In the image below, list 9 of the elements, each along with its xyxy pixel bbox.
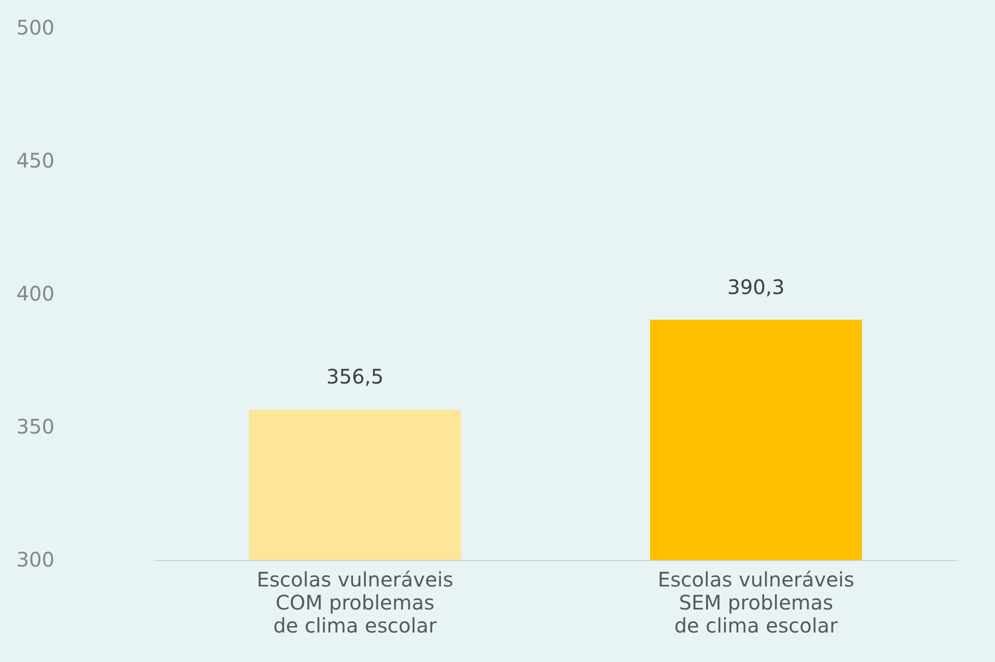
y-tick-label: 450 <box>16 148 54 172</box>
x-tick-label: Escolas vulneráveis SEM problemas de clima escolar <box>658 568 854 638</box>
y-tick-label: 400 <box>16 282 54 306</box>
x-tick-label: Escolas vulneráveis COM problemas de clima escolar <box>256 568 454 638</box>
data-label: 390,3 <box>727 274 785 299</box>
data-label: 356,5 <box>326 364 384 389</box>
y-tick-label: 300 <box>16 548 54 572</box>
y-tick-label: 500 <box>16 16 54 40</box>
y-tick-label: 350 <box>16 414 54 438</box>
